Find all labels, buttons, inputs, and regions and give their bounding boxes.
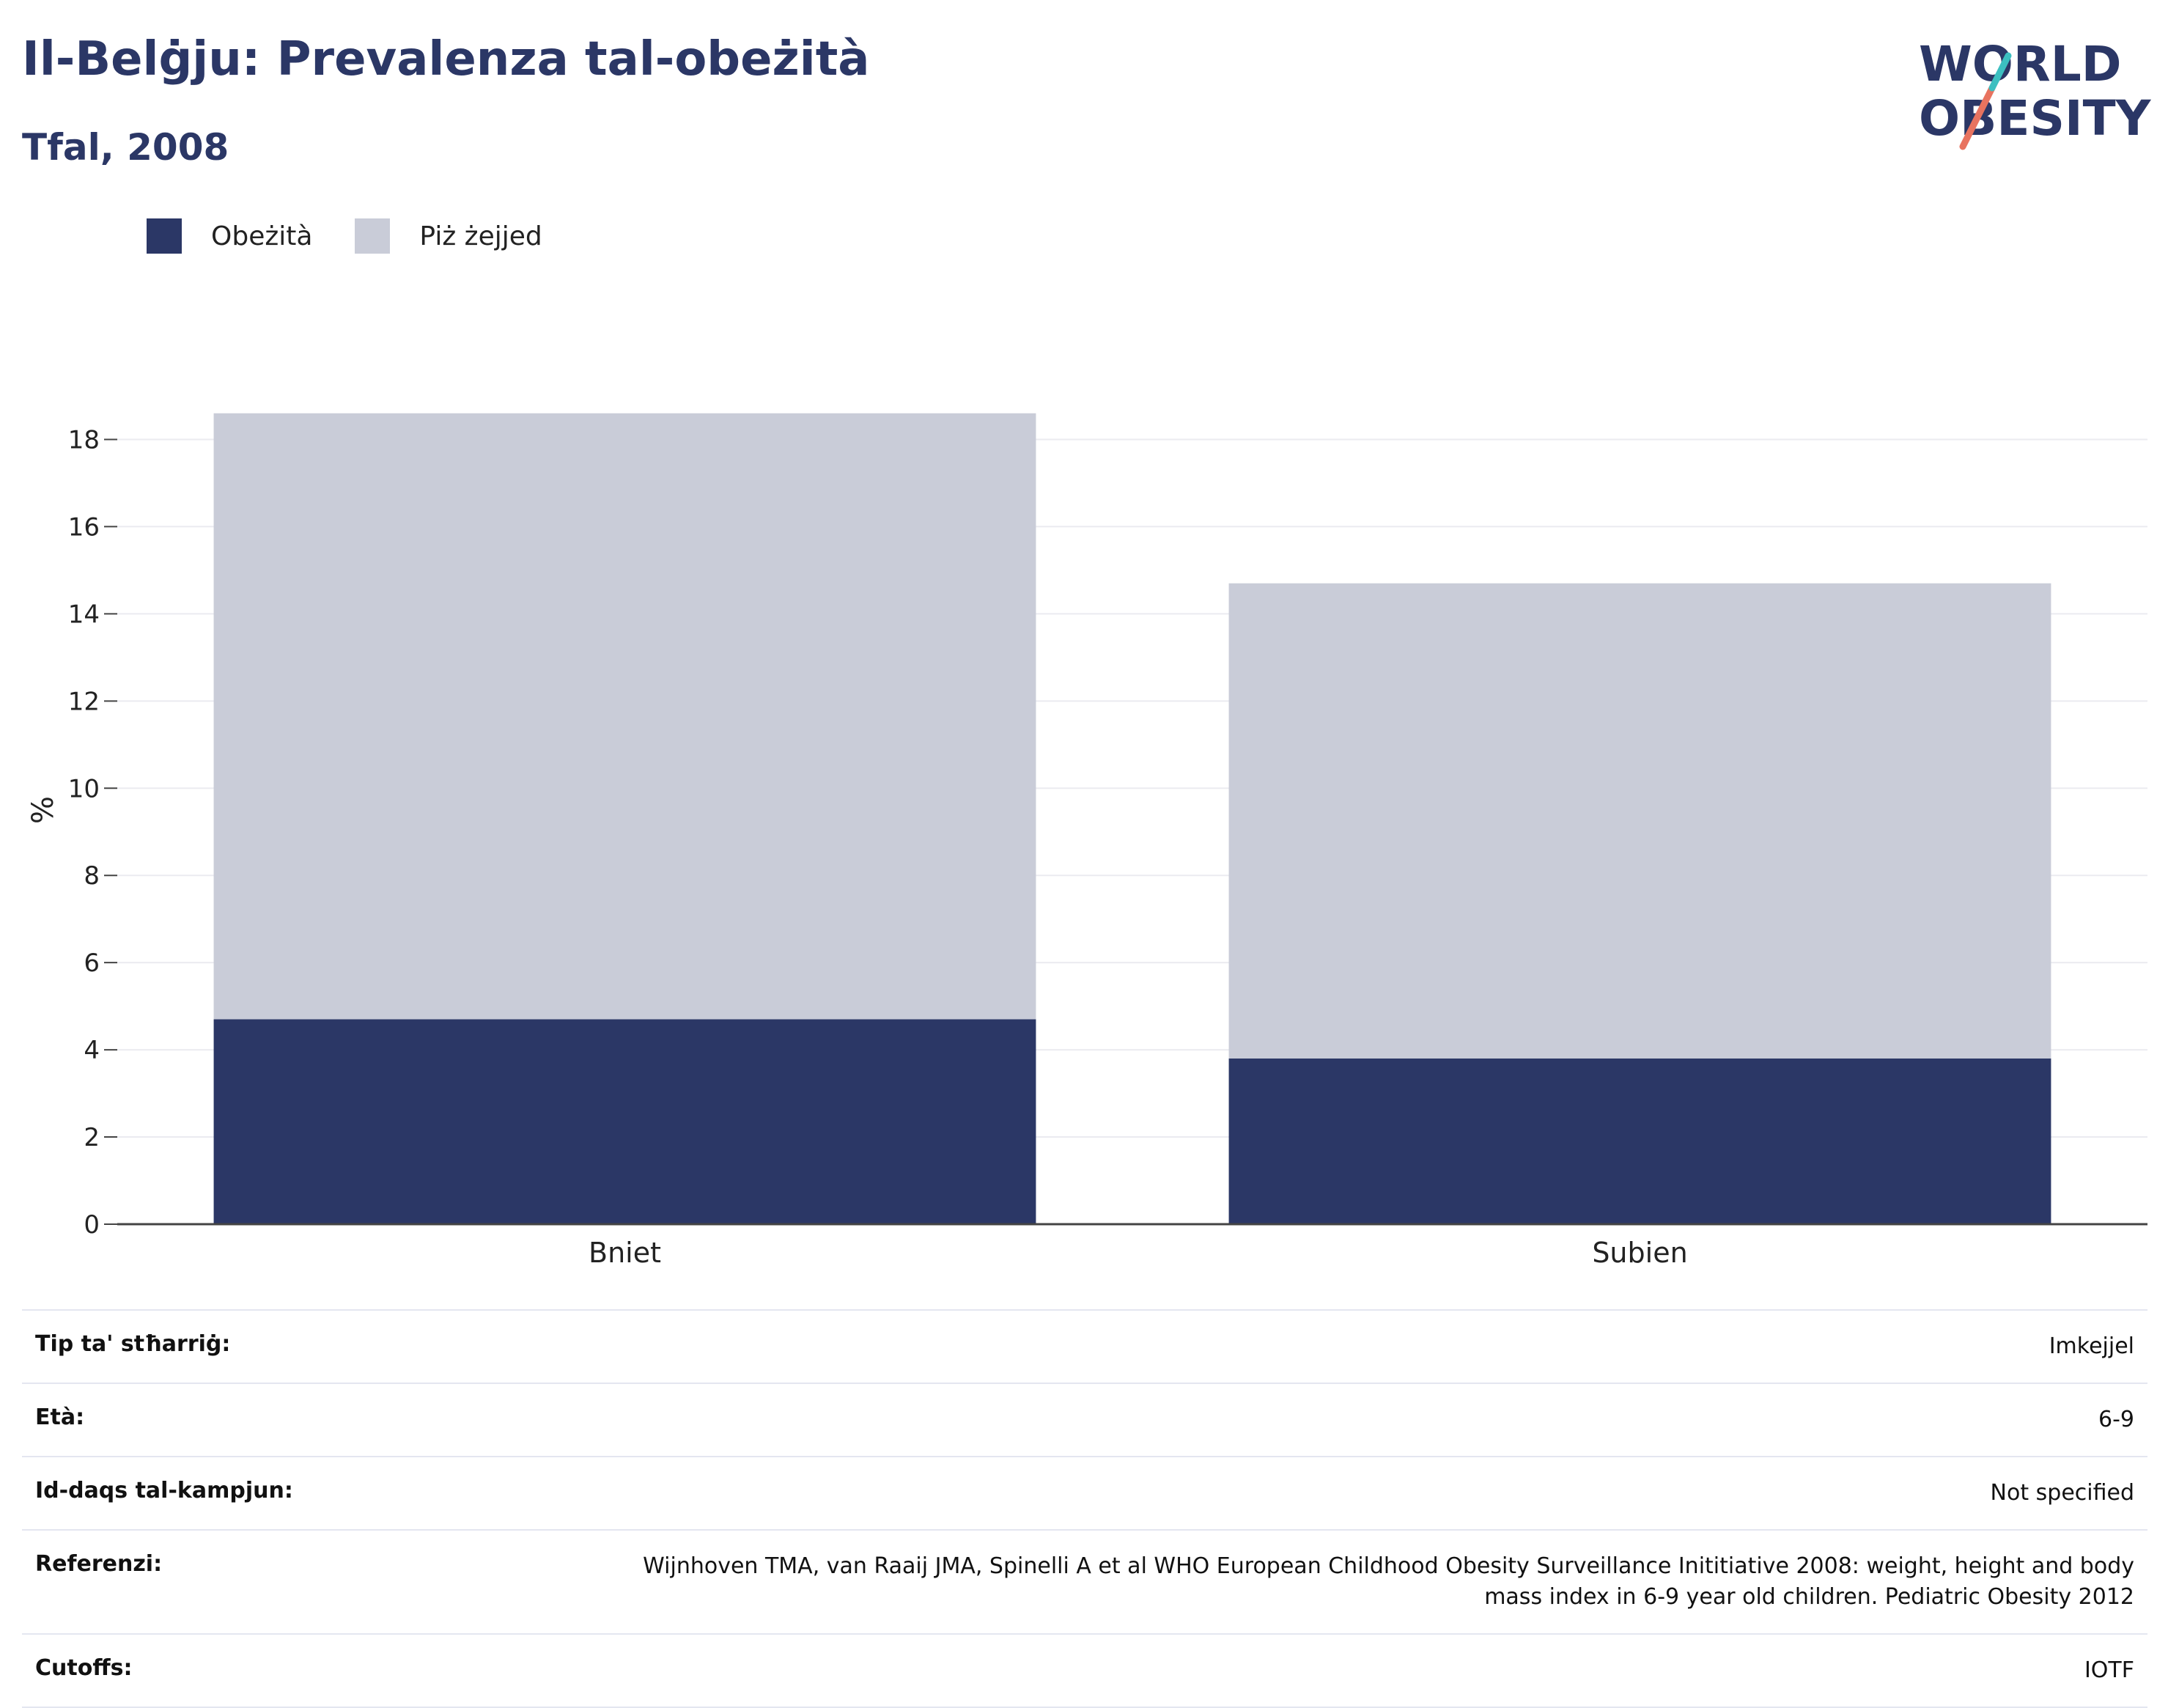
y-tick-label: 16 xyxy=(68,512,100,542)
legend-item-overweight[interactable]: Piż żejjed xyxy=(355,218,542,254)
logo-text-world: WORLD xyxy=(1919,36,2122,92)
logo-slash-teal xyxy=(1988,52,2012,92)
y-tick-label: 14 xyxy=(68,600,100,629)
info-row-survey-type: Tip ta' stħarriġ: Imkejjel xyxy=(22,1309,2147,1383)
legend-swatch-obesity xyxy=(147,218,182,254)
y-tick-label: 6 xyxy=(84,949,100,978)
logo-slash-coral xyxy=(1959,84,1996,150)
logo-text-obesity: OBESITY xyxy=(1919,90,2152,147)
y-axis-label: % xyxy=(26,796,60,824)
info-label: Cutoffs: xyxy=(35,1655,133,1681)
info-label: Id-daqs tal-kampjun: xyxy=(35,1478,293,1503)
y-tick-label: 0 xyxy=(84,1210,100,1240)
stacked-bar-chart: 0 2 4 6 8 10 12 14 16 18 Bniet Subien% xyxy=(26,413,2147,1269)
info-value: Wijnhoven TMA, van Raaij JMA, Spinelli A… xyxy=(643,1553,2134,1610)
x-tick-label: Subien xyxy=(1592,1237,1687,1269)
bar-obesity xyxy=(213,1019,1036,1224)
info-value: 6-9 xyxy=(2098,1407,2134,1432)
legend-label-overweight: Piż żejjed xyxy=(419,221,542,251)
y-tick-label: 10 xyxy=(68,774,100,803)
y-tick-label: 18 xyxy=(68,425,100,454)
info-label: Età: xyxy=(35,1405,85,1430)
y-tick-label: 4 xyxy=(84,1036,100,1065)
info-value: IOTF xyxy=(2084,1657,2134,1683)
info-value: Imkejjel xyxy=(2049,1333,2134,1359)
info-row-age: Età: 6-9 xyxy=(22,1383,2147,1456)
bar-obesity xyxy=(1228,1059,2051,1224)
info-row-references: Referenzi: Wijnhoven TMA, van Raaij JMA,… xyxy=(22,1529,2147,1633)
chart-title: Il-Belġju: Prevalenza tal-obeżità xyxy=(22,32,870,86)
y-tick-label: 12 xyxy=(68,687,100,716)
legend-item-obesity[interactable]: Obeżità xyxy=(147,218,312,254)
info-label: Tip ta' stħarriġ: xyxy=(35,1331,231,1357)
legend-swatch-overweight xyxy=(355,218,391,254)
info-label: Referenzi: xyxy=(35,1551,163,1577)
legend: Obeżità Piż żejjed xyxy=(147,218,585,254)
world-obesity-logo: WORLD OBESITY xyxy=(1919,36,2152,150)
y-tick-label: 8 xyxy=(84,861,100,891)
bar-overweight xyxy=(1228,583,2051,1059)
y-tick-label: 2 xyxy=(84,1123,100,1152)
bar-overweight xyxy=(213,413,1036,1020)
info-row-sample-size: Id-daqs tal-kampjun: Not specified xyxy=(22,1456,2147,1529)
legend-label-obesity: Obeżità xyxy=(211,221,313,251)
chart-subtitle: Tfal, 2008 xyxy=(22,126,229,169)
info-row-cutoffs: Cutoffs: IOTF xyxy=(22,1633,2147,1708)
info-value: Not specified xyxy=(1990,1480,2134,1506)
info-table: Tip ta' stħarriġ: Imkejjel Età: 6-9 Id-d… xyxy=(22,1309,2147,1708)
x-tick-label: Bniet xyxy=(589,1237,661,1269)
